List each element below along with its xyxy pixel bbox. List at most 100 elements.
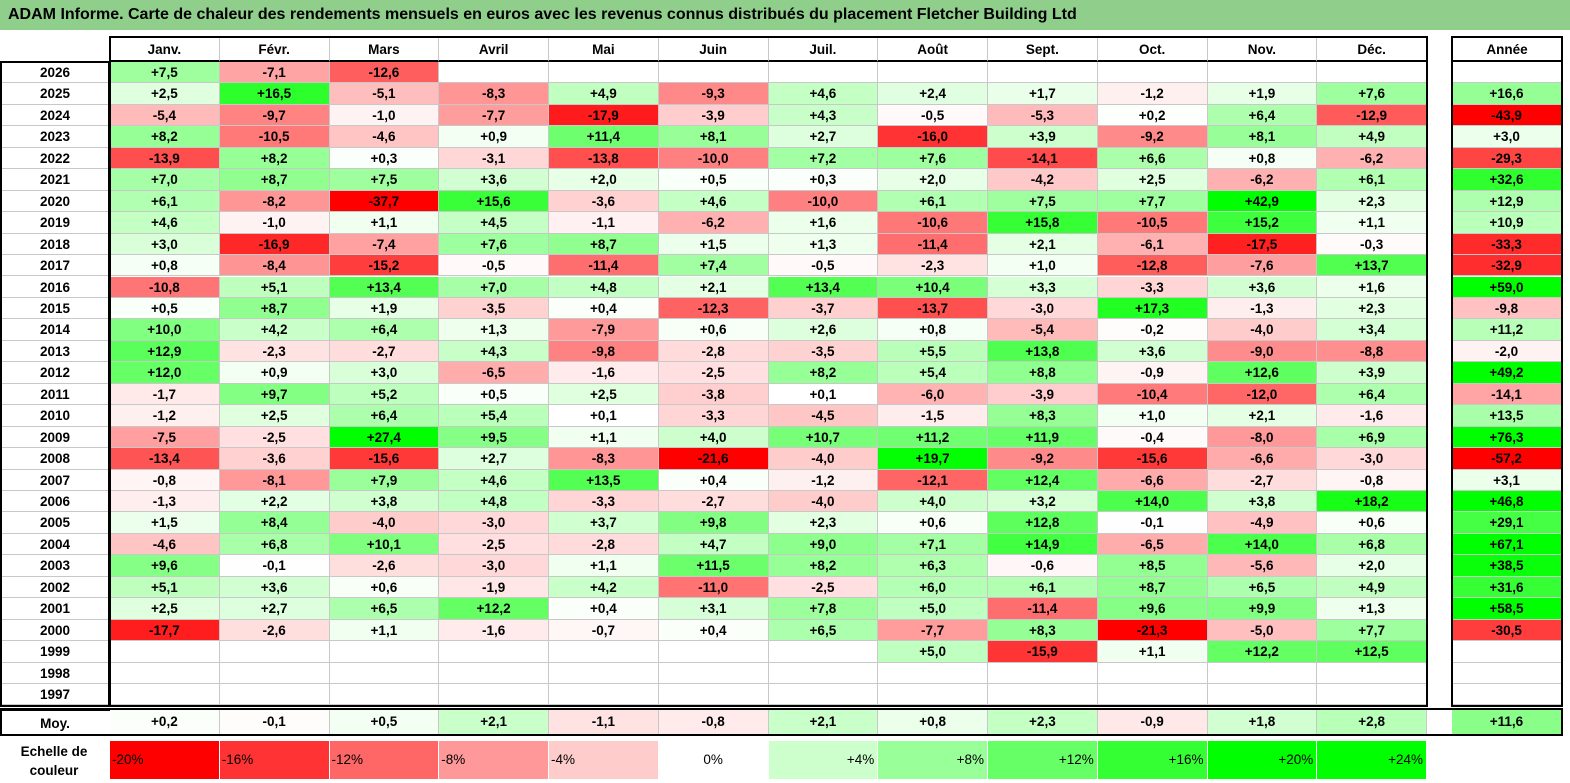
heatmap-cell: +1,6 xyxy=(1317,276,1427,298)
heatmap-cell: +7,5 xyxy=(110,62,220,84)
heatmap-cell: +7,6 xyxy=(1317,83,1427,105)
heatmap-cell xyxy=(878,684,988,706)
heatmap-cell: -1,0 xyxy=(219,212,330,234)
average-cell: -0,9 xyxy=(1097,708,1208,735)
heatmap-cell: -2,7 xyxy=(329,340,440,363)
annual-cell: -32,9 xyxy=(1452,255,1562,277)
month-header: Mars xyxy=(329,38,440,62)
annual-cell xyxy=(1452,641,1562,663)
month-header: Févr. xyxy=(219,38,330,62)
heatmap-cell: -2,6 xyxy=(329,555,440,577)
heatmap-cell: +4,8 xyxy=(549,276,659,298)
annual-cell: +13,5 xyxy=(1452,405,1562,427)
heatmap-cell: +0,4 xyxy=(549,297,659,320)
heatmap-cell: +4,2 xyxy=(219,319,330,341)
heatmap-cell: +0,8 xyxy=(110,255,220,277)
heatmap-cell: -0,1 xyxy=(219,555,330,577)
heatmap-cell xyxy=(988,62,1098,84)
heatmap-cell: -5,4 xyxy=(988,319,1098,341)
heatmap-cell: +13,8 xyxy=(988,340,1098,363)
heatmap-cell: +9,6 xyxy=(1097,598,1208,620)
annual-cell: +3,1 xyxy=(1452,469,1562,491)
heatmap-cell: -0,8 xyxy=(110,469,220,491)
heatmap-cell: -8,4 xyxy=(219,255,330,277)
heatmap-cell: +4,0 xyxy=(878,491,988,513)
heatmap-cell: -1,2 xyxy=(1097,83,1208,105)
heatmap-cell: +4,6 xyxy=(768,83,879,105)
heatmap-cell: +0,6 xyxy=(658,319,769,341)
heatmap-cell: -10,5 xyxy=(1097,212,1208,234)
heatmap-cell: +4,9 xyxy=(549,83,659,105)
heatmap-cell: +0,2 xyxy=(1097,104,1208,127)
heatmap-cell xyxy=(1097,684,1208,706)
heatmap-cell xyxy=(219,684,330,706)
heatmap-cell: +5,0 xyxy=(878,598,988,620)
row-year-label: 2017 xyxy=(0,255,110,277)
heatmap-cell: +6,4 xyxy=(1207,104,1318,127)
heatmap-cell xyxy=(988,684,1098,706)
heatmap-cell: +0,3 xyxy=(329,147,440,170)
heatmap-cell: -11,4 xyxy=(878,233,988,256)
heatmap-cell: +10,4 xyxy=(878,276,988,298)
row-year-label: 2012 xyxy=(0,362,110,384)
heatmap-cell: -6,2 xyxy=(1317,147,1427,170)
heatmap-cell: +8,2 xyxy=(219,147,330,170)
heatmap-cell: +8,2 xyxy=(110,126,220,148)
heatmap-cell: -3,5 xyxy=(768,340,879,363)
heatmap-cell: +1,9 xyxy=(329,297,440,320)
heatmap-cell: -0,7 xyxy=(549,619,659,642)
annual-cell: -29,3 xyxy=(1452,147,1562,170)
heatmap-cell xyxy=(658,662,769,685)
heatmap-cell: -9,8 xyxy=(549,340,659,363)
heatmap-cell: -1,1 xyxy=(549,212,659,234)
annual-cell xyxy=(1452,662,1562,685)
heatmap-cell: -8,1 xyxy=(219,469,330,491)
heatmap-cell: -10,4 xyxy=(1097,383,1208,406)
average-cell: +0,5 xyxy=(329,708,440,735)
heatmap-cell: +1,1 xyxy=(329,619,440,642)
heatmap-cell: +5,2 xyxy=(329,383,440,406)
heatmap-cell: +9,0 xyxy=(768,533,879,556)
heatmap-cell xyxy=(768,684,879,706)
heatmap-cell xyxy=(1207,62,1318,84)
heatmap-cell: +3,1 xyxy=(658,598,769,620)
heatmap-cell: -15,6 xyxy=(329,448,440,470)
heatmap-cell: +6,9 xyxy=(1317,426,1427,449)
row-year-label: 2004 xyxy=(0,534,110,556)
row-year-label: 2022 xyxy=(0,148,110,170)
heatmap-cell: -15,2 xyxy=(329,255,440,277)
annual-cell: -2,0 xyxy=(1452,340,1562,363)
heatmap-cell: +2,1 xyxy=(1207,405,1318,427)
annual-cell: +11,2 xyxy=(1452,319,1562,341)
annual-cell: +76,3 xyxy=(1452,426,1562,449)
heatmap-cell: +7,7 xyxy=(1097,190,1208,213)
heatmap-cell: -2,5 xyxy=(219,426,330,449)
heatmap-cell xyxy=(1207,662,1318,685)
heatmap-cell: -5,1 xyxy=(329,83,440,105)
heatmap-cell: +5,5 xyxy=(878,340,988,363)
heatmap-cell xyxy=(439,641,549,663)
heatmap-cell: +4,6 xyxy=(658,190,769,213)
heatmap-cell xyxy=(439,662,549,685)
row-year-label: 2003 xyxy=(0,555,110,577)
heatmap-cell: +7,9 xyxy=(329,469,440,491)
heatmap-cell: -2,6 xyxy=(219,619,330,642)
heatmap-cell: +14,0 xyxy=(1097,491,1208,513)
heatmap-cell: +6,5 xyxy=(768,619,879,642)
heatmap-cell: -21,6 xyxy=(658,448,769,470)
color-scale-label: Echelle de couleur xyxy=(0,742,108,780)
heatmap-cell: +1,3 xyxy=(1317,598,1427,620)
heatmap-cell: -9,3 xyxy=(658,83,769,105)
heatmap-cell: +1,7 xyxy=(988,83,1098,105)
row-year-label: 2026 xyxy=(0,62,110,84)
heatmap-cell: +11,2 xyxy=(878,426,988,449)
heatmap-cell: +3,6 xyxy=(1097,340,1208,363)
color-scale-swatch: +24% xyxy=(1317,741,1427,779)
heatmap-cell: +8,1 xyxy=(658,126,769,148)
annual-cell: -57,2 xyxy=(1452,448,1562,470)
heatmap-cell xyxy=(988,662,1098,685)
heatmap-cell: +2,0 xyxy=(878,169,988,191)
month-header: Nov. xyxy=(1207,38,1318,62)
heatmap-cell: -12,6 xyxy=(329,62,440,84)
row-year-label: 2009 xyxy=(0,427,110,449)
